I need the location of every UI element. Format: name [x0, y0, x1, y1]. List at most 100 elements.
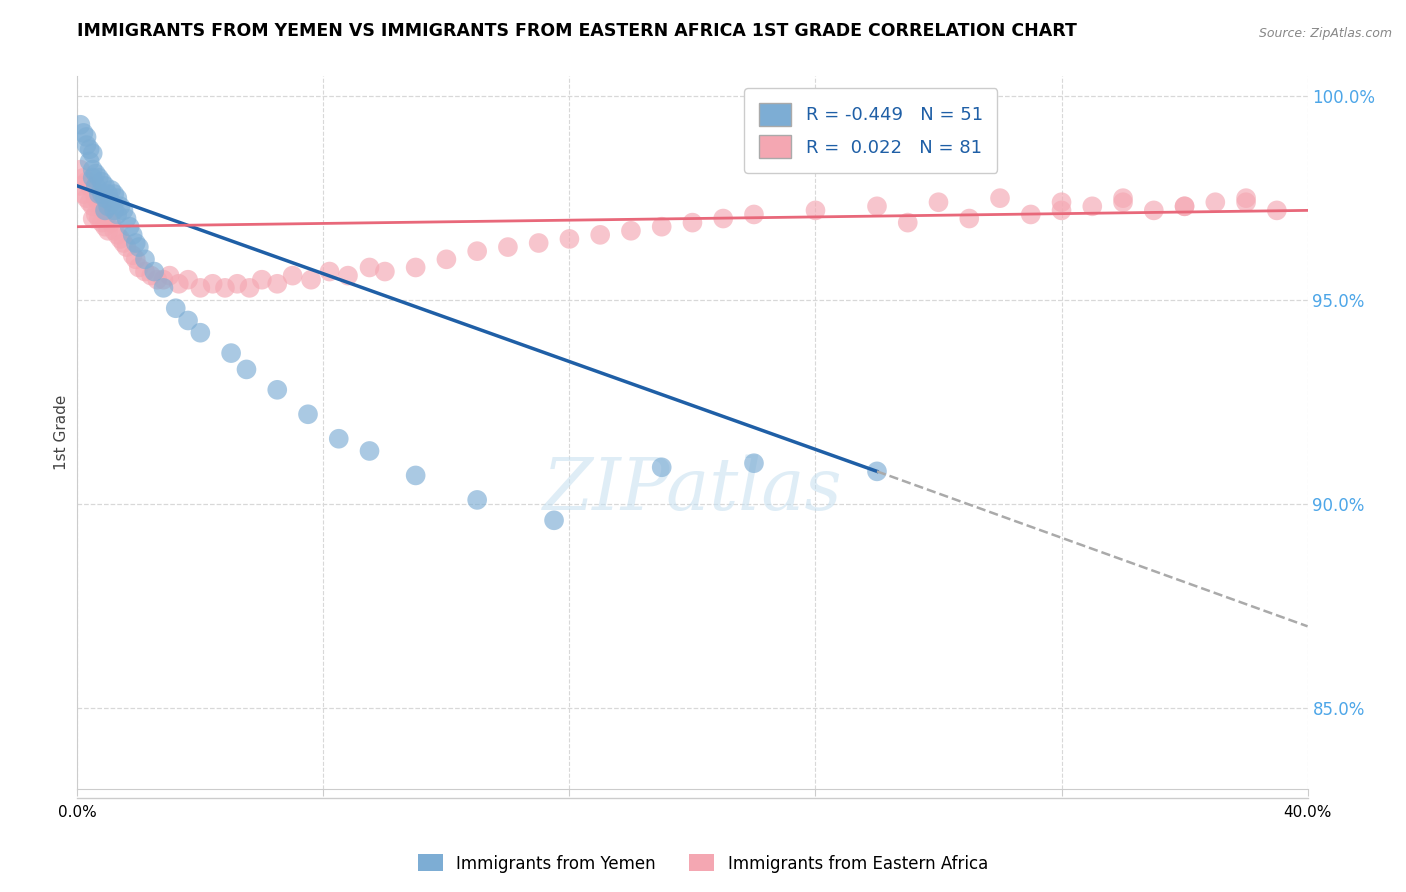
Point [988, 191, 1011, 205]
Point [1050, 203, 1073, 218]
Point [79, 195, 101, 210]
Point [112, 235, 135, 250]
Point [94, 191, 117, 205]
Point [1234, 195, 1257, 210]
Point [804, 203, 827, 218]
Point [76, 138, 98, 153]
Point [69, 178, 91, 193]
Point [82, 183, 104, 197]
Point [97, 224, 120, 238]
Point [84, 207, 107, 221]
Point [115, 240, 138, 254]
Point [1112, 191, 1135, 205]
Point [152, 273, 174, 287]
Point [69, 162, 91, 177]
Point [589, 227, 612, 242]
Point [188, 326, 212, 340]
Point [128, 240, 150, 254]
Point [100, 183, 122, 197]
Point [374, 264, 396, 278]
Point [105, 227, 128, 242]
Point [103, 187, 125, 202]
Point [219, 346, 242, 360]
Point [76, 191, 98, 205]
Point [1112, 195, 1135, 210]
Point [103, 203, 125, 218]
Point [87, 195, 110, 210]
Point [152, 281, 174, 295]
Point [146, 273, 169, 287]
Text: ZIPatlas: ZIPatlas [543, 454, 842, 525]
Point [143, 264, 166, 278]
Point [100, 216, 122, 230]
Point [84, 178, 107, 193]
Point [125, 252, 148, 267]
Point [115, 211, 138, 226]
Point [97, 199, 120, 213]
Point [299, 273, 322, 287]
Point [79, 154, 101, 169]
Point [1234, 191, 1257, 205]
Point [90, 175, 114, 189]
Point [337, 268, 360, 283]
Point [134, 252, 156, 267]
Point [620, 224, 643, 238]
Point [281, 268, 304, 283]
Point [110, 199, 132, 213]
Text: 0.0%: 0.0% [58, 805, 97, 820]
Point [465, 492, 488, 507]
Point [188, 281, 212, 295]
Point [141, 268, 163, 283]
Point [82, 211, 104, 226]
Point [84, 167, 107, 181]
Point [72, 187, 94, 202]
Point [543, 513, 565, 527]
Point [558, 232, 581, 246]
Point [1204, 195, 1226, 210]
Point [72, 126, 94, 140]
Point [1143, 203, 1166, 218]
Point [328, 432, 350, 446]
Point [1265, 203, 1288, 218]
Point [1081, 199, 1104, 213]
Point [94, 203, 117, 218]
Point [79, 142, 101, 156]
Point [318, 264, 340, 278]
Point [94, 178, 117, 193]
Point [165, 301, 187, 316]
Point [167, 277, 190, 291]
Point [76, 175, 98, 189]
Point [105, 207, 128, 221]
Text: Source: ZipAtlas.com: Source: ZipAtlas.com [1258, 27, 1392, 40]
Point [214, 281, 236, 295]
Point [79, 178, 101, 193]
Point [359, 260, 381, 275]
Point [239, 281, 262, 295]
Point [297, 407, 319, 421]
Point [742, 456, 765, 470]
Point [682, 216, 704, 230]
Point [90, 187, 114, 202]
Point [405, 260, 427, 275]
Point [90, 199, 114, 213]
Point [201, 277, 224, 291]
Point [105, 191, 128, 205]
Point [82, 146, 104, 161]
Point [94, 203, 117, 218]
Point [87, 170, 110, 185]
Point [121, 248, 143, 262]
Point [82, 170, 104, 185]
Y-axis label: 1st Grade: 1st Grade [53, 395, 69, 470]
Point [177, 273, 200, 287]
Point [125, 235, 148, 250]
Point [235, 362, 257, 376]
Point [1174, 199, 1197, 213]
Point [112, 203, 135, 218]
Text: 40.0%: 40.0% [1284, 805, 1331, 820]
Point [72, 170, 94, 185]
Point [266, 277, 288, 291]
Point [359, 444, 381, 458]
Point [110, 232, 132, 246]
Point [957, 211, 980, 226]
Point [97, 187, 120, 202]
